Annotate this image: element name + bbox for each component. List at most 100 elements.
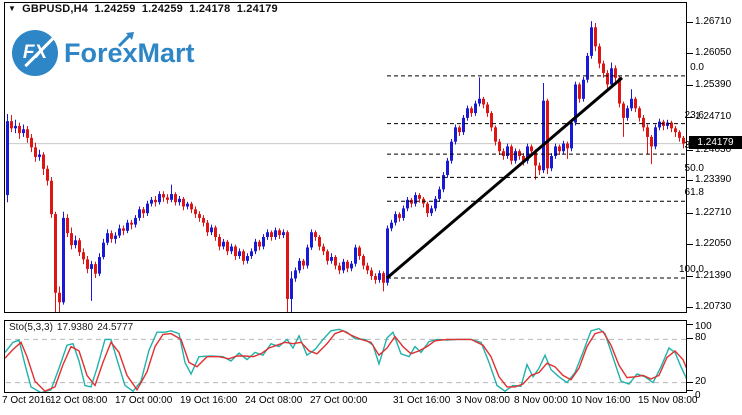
candle-body [130, 222, 133, 225]
time-axis-label: 15 Nov 08:00 [638, 395, 698, 406]
candle-body [62, 217, 65, 303]
candle-body [386, 228, 389, 283]
candle-body [618, 77, 621, 104]
candle-body [630, 98, 633, 109]
logo-brand-text: ForexMart [64, 31, 195, 69]
main-chart-panel[interactable] [4, 2, 687, 313]
candle-body [674, 128, 677, 133]
time-axis-label: 19 Oct 16:00 [180, 395, 238, 406]
quote-low: 1.24178 [189, 3, 231, 15]
candle-body [54, 214, 57, 293]
candle-body [78, 240, 81, 253]
candle-body [650, 136, 653, 147]
candle-body [22, 129, 25, 134]
price-axis-label: 1.24710 [695, 111, 732, 123]
candle-body [206, 222, 209, 233]
candle-body [30, 137, 33, 148]
quote-header: ▼ GBPUSD,H4 1.24259 1.24259 1.24178 1.241… [8, 3, 281, 15]
stochastic-axis-tick [687, 381, 693, 383]
time-axis-label: 27 Oct 00:00 [310, 395, 368, 406]
candle-body [334, 257, 337, 266]
price-axis-tick [687, 180, 693, 182]
candle-body [370, 270, 373, 277]
candle-body [626, 108, 629, 118]
stochastic-axis-tick [687, 324, 693, 325]
stochastic-signal-line [5, 330, 686, 392]
price-axis-tick [687, 22, 693, 23]
candle-body [534, 151, 537, 166]
candle-body [474, 103, 477, 114]
candle-body [490, 113, 493, 128]
candle-body [254, 241, 257, 252]
logo-fx-text: FX [22, 42, 48, 63]
candle-body [318, 236, 321, 247]
candle-body [86, 259, 89, 269]
time-axis-label: 12 Oct 08:00 [50, 395, 108, 406]
candle-body [182, 198, 185, 207]
candle-body [242, 251, 245, 261]
candle-body [470, 108, 473, 114]
candle-body [150, 199, 153, 204]
candle-body [562, 143, 565, 152]
candle-body [246, 256, 249, 261]
time-axis-label: 17 Oct 00:00 [115, 395, 173, 406]
price-axis-label: 1.21390 [695, 269, 732, 281]
price-axis-tick [687, 53, 693, 55]
stochastic-signal-value: 24.5777 [97, 322, 134, 333]
candle-body [546, 100, 549, 169]
candle-body [602, 63, 605, 74]
candle-body [362, 256, 365, 266]
candle-body [402, 208, 405, 218]
candle-body [462, 117, 465, 133]
candle-body [214, 227, 217, 237]
candle-body [450, 141, 453, 161]
candle-body [514, 151, 517, 161]
candlestick-chart[interactable] [5, 3, 686, 312]
candle-body [326, 251, 329, 261]
stochastic-panel[interactable] [4, 320, 687, 393]
candle-body [554, 146, 557, 156]
candle-body [438, 189, 441, 199]
symbol-dropdown-icon[interactable]: ▼ [8, 4, 17, 13]
forexmart-logo-icon: FX [12, 30, 58, 76]
candle-body [570, 122, 573, 149]
time-axis-label: 7 Oct 2016 [2, 395, 51, 406]
candle-body [50, 180, 53, 215]
candle-body [278, 230, 281, 236]
candle-body [202, 217, 205, 223]
candle-body [218, 236, 221, 247]
candle-body [642, 117, 645, 128]
candle-body [382, 273, 385, 283]
price-axis-label: 1.25390 [695, 78, 732, 90]
candle-body [654, 127, 657, 147]
stochastic-axis-label: 20 [695, 375, 707, 387]
candle-body [550, 155, 553, 169]
candle-body [582, 79, 585, 99]
candle-body [298, 260, 301, 271]
candle-body [638, 108, 641, 118]
candle-body [266, 232, 269, 237]
candle-body [178, 198, 181, 203]
candle-body [358, 247, 361, 257]
candle-body [518, 151, 521, 156]
candle-body [230, 246, 233, 252]
candle-body [294, 270, 297, 279]
candle-body [70, 233, 73, 246]
candle-body [74, 240, 77, 246]
candle-body [458, 127, 461, 133]
candle-body [286, 232, 289, 299]
candle-body [390, 222, 393, 229]
candle-body [262, 236, 265, 247]
candle-body [354, 247, 357, 264]
stochastic-chart[interactable] [5, 321, 686, 392]
candle-body [494, 127, 497, 142]
candle-body [274, 230, 277, 237]
candle-body [138, 209, 141, 218]
candle-body [282, 232, 285, 236]
stochastic-axis-label: 80 [695, 332, 707, 344]
candle-body [234, 246, 237, 257]
candle-body [170, 194, 173, 200]
price-axis-label: 1.26710 [695, 16, 732, 27]
candle-body [558, 146, 561, 152]
